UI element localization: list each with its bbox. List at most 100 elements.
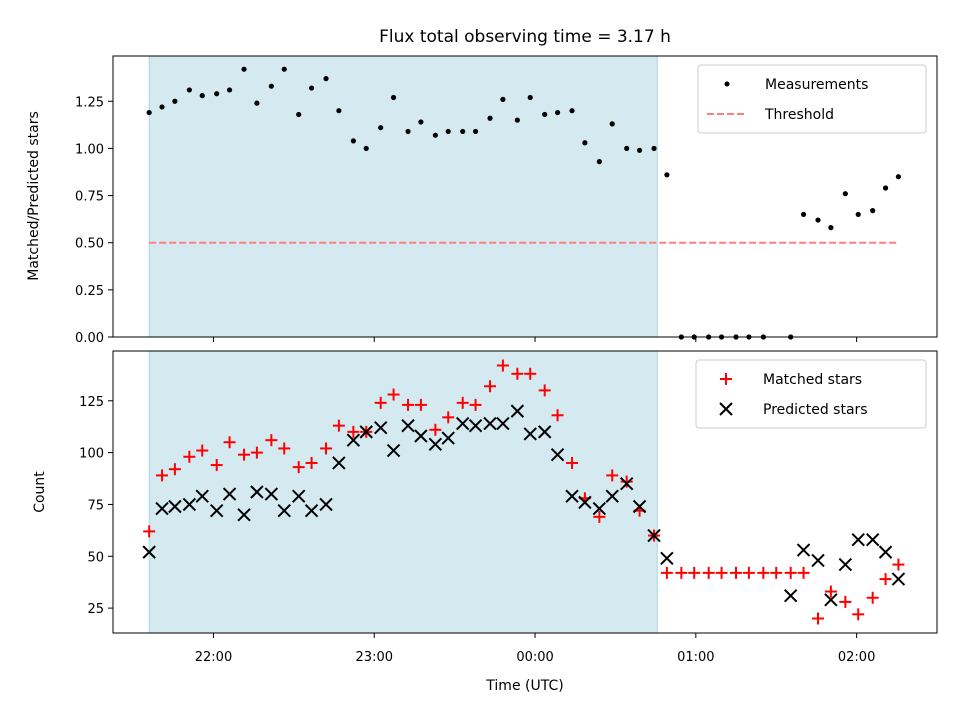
measurement-point <box>308 85 315 91</box>
measurement-point <box>460 128 466 135</box>
matched-star-point <box>839 595 852 608</box>
count-panel-ylabel: Count <box>32 471 48 513</box>
measurement-point <box>268 83 274 89</box>
measurement-point <box>186 87 192 93</box>
measurement-point <box>296 111 302 118</box>
predicted-star-point <box>468 418 483 433</box>
x-b <box>277 503 291 518</box>
y-tick-label: 0.00 <box>75 331 104 346</box>
ratio-panel-ylabel: Matched/Predicted stars <box>26 111 42 281</box>
predicted-star-point <box>550 447 565 462</box>
x-b <box>619 476 634 491</box>
plot-frame <box>112 350 938 634</box>
x-b <box>168 499 182 514</box>
measurement-point <box>609 121 615 127</box>
predicted-star-point <box>414 429 428 443</box>
x-b <box>660 551 674 566</box>
predicted-star-point <box>796 543 811 557</box>
matched-star-point <box>551 409 564 422</box>
predicted-star-point <box>155 501 169 516</box>
measurement-point <box>514 117 520 123</box>
x-b <box>838 557 853 572</box>
measurement-point <box>664 172 670 178</box>
predicted-star-point <box>483 416 497 431</box>
x-b <box>796 543 811 557</box>
measurement-point <box>842 191 848 197</box>
matched-star-point <box>429 423 442 436</box>
x-b <box>250 485 264 499</box>
x-b <box>550 447 565 462</box>
predicted-star-point <box>578 495 592 510</box>
matched-star-point <box>730 566 743 579</box>
y-tick-label: 0.25 <box>75 284 104 299</box>
y-tick-label: 1.25 <box>75 95 104 110</box>
x-b <box>592 501 607 516</box>
predicted-star-point <box>647 528 661 543</box>
predicted-star-point <box>401 418 415 433</box>
x-b <box>605 489 619 503</box>
measurement-point <box>241 66 247 72</box>
measurement-point <box>855 211 861 218</box>
matched-star-point <box>265 434 278 447</box>
matched-star-point <box>196 444 209 457</box>
predicted-star-point <box>304 503 319 518</box>
matched-star-point <box>824 585 837 598</box>
matched-star-point <box>414 398 427 411</box>
measurement-point <box>569 108 575 114</box>
matched-star-point <box>183 450 196 463</box>
matched-star-point <box>688 566 701 579</box>
predicted-star-point <box>373 421 388 435</box>
measurement-point <box>146 109 152 116</box>
measurement-point <box>527 94 533 101</box>
matched-star-point <box>168 463 181 476</box>
x-b <box>441 431 455 445</box>
x-b <box>565 489 579 503</box>
predicted-star-point <box>142 545 156 559</box>
matched-star-point <box>347 425 360 438</box>
x-b <box>468 418 483 433</box>
x-b <box>222 487 237 501</box>
x-b <box>510 404 525 418</box>
x-b <box>386 443 401 458</box>
matched-star-point <box>442 411 455 424</box>
matched-star-point <box>784 566 797 579</box>
predicted-star-point <box>195 489 209 503</box>
x-b <box>578 495 592 510</box>
predicted-star-point <box>455 416 470 431</box>
y-tick-label: 1.00 <box>75 142 104 157</box>
measurement-point <box>390 94 397 101</box>
matched-star-point <box>660 566 673 579</box>
predicted-star-point <box>264 487 279 501</box>
x-tick-label: 01:00 <box>677 650 714 665</box>
matched-star-point <box>797 566 810 579</box>
predicted-star-point <box>291 489 306 503</box>
x-b <box>428 437 443 452</box>
y-tick-label: 25 <box>87 602 104 617</box>
y-tick-label: 100 <box>79 447 104 462</box>
legend-box <box>695 359 927 429</box>
measurement-point <box>596 159 602 165</box>
chart-title: Flux total observing time = 3.17 h <box>379 27 671 47</box>
predicted-star-point <box>250 485 264 499</box>
matched-star-point <box>496 359 509 372</box>
predicted-star-point <box>537 425 552 439</box>
measurement-point <box>323 76 329 82</box>
matched-star-point <box>250 446 263 459</box>
measurement-point <box>363 145 369 152</box>
measurement-point <box>172 98 178 104</box>
matched-star-point <box>210 459 223 472</box>
measurement-point <box>226 87 233 93</box>
matched-star-point <box>702 566 715 579</box>
x-b <box>319 497 333 512</box>
x-b <box>647 528 661 543</box>
x-b <box>264 487 279 501</box>
matched-star-point <box>538 384 551 397</box>
x-b <box>851 532 865 547</box>
measurement-point <box>500 96 506 102</box>
legend-marker-plus <box>720 373 732 385</box>
x-tick-label: 02:00 <box>838 650 875 665</box>
x-b <box>483 416 497 431</box>
legend-label-predicted: Predicted stars <box>763 402 868 418</box>
measurement-point <box>895 174 902 180</box>
